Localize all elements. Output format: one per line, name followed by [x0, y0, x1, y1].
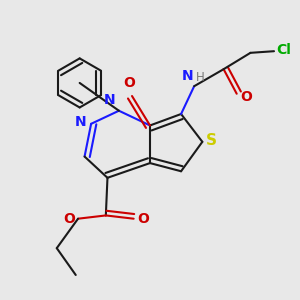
Text: O: O [138, 212, 149, 226]
Text: S: S [206, 133, 217, 148]
Text: O: O [124, 76, 135, 90]
Text: H: H [196, 71, 205, 84]
Text: N: N [75, 115, 86, 129]
Text: N: N [104, 93, 116, 107]
Text: O: O [63, 212, 75, 226]
Text: N: N [182, 69, 194, 83]
Text: O: O [240, 90, 252, 104]
Text: Cl: Cl [276, 43, 291, 57]
